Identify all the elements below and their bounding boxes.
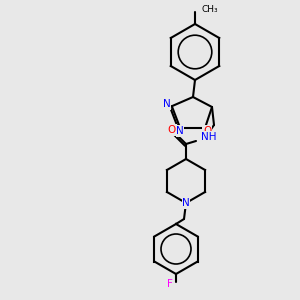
Text: N: N	[182, 198, 190, 208]
Text: F: F	[167, 279, 173, 289]
Text: CH₃: CH₃	[201, 4, 217, 14]
Text: N: N	[176, 126, 184, 136]
Text: N: N	[163, 99, 171, 109]
Text: O: O	[203, 126, 211, 136]
Text: O: O	[168, 125, 176, 135]
Text: NH: NH	[201, 132, 217, 142]
